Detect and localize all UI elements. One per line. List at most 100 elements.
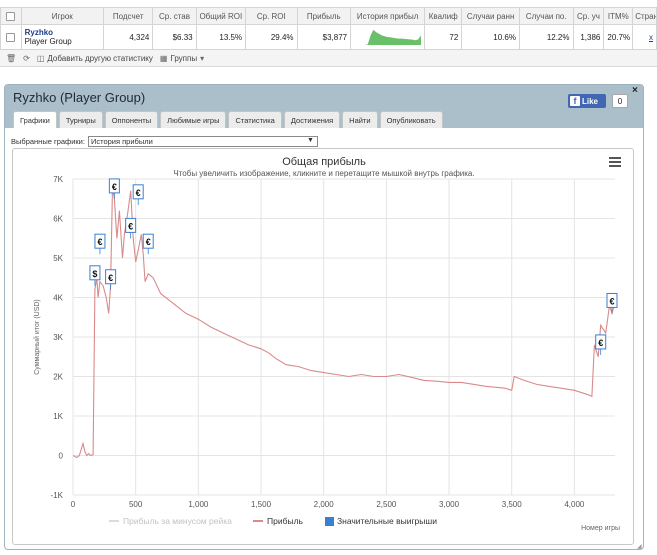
chart-subtitle: Чтобы увеличить изображение, кликните и … xyxy=(173,169,474,178)
avg-stake-cell: $6.33 xyxy=(152,24,197,50)
legend-label: Прибыль xyxy=(267,516,304,526)
big-win-flag-box xyxy=(94,233,106,249)
trash-icon[interactable]: 🗑 xyxy=(6,53,17,63)
column-header[interactable]: Ср. став xyxy=(152,7,197,25)
big-win-flag-label: € xyxy=(112,182,117,192)
facebook-like-label: Like xyxy=(582,96,599,106)
big-win-flag-label: € xyxy=(609,296,614,306)
tab-statistics[interactable]: Статистика xyxy=(228,111,282,128)
column-header[interactable]: Подсчет xyxy=(102,7,154,25)
legend-item[interactable]: Прибыль за минусом рейка xyxy=(109,516,232,526)
graph-select-row: Выбранные графики: История прибыли ▼ xyxy=(11,136,318,147)
groups-label: Группы xyxy=(170,53,198,63)
big-win-flag-box xyxy=(105,269,117,285)
total-roi-cell: 13.5% xyxy=(195,24,247,50)
x-tick-label: 2,500 xyxy=(376,500,397,509)
chart-menu-icon[interactable] xyxy=(609,157,621,167)
tab-achievements[interactable]: Достижения xyxy=(283,111,341,128)
player-panel: Ryzhko (Player Group) f Like 0 × Графики… xyxy=(4,84,644,550)
big-win-flag-label: € xyxy=(97,237,102,247)
y-tick-label: 5K xyxy=(53,254,63,263)
player-cell[interactable]: Ryzhko Player Group xyxy=(20,24,104,50)
column-header[interactable]: Квалиф xyxy=(424,7,463,25)
profit-sparkline[interactable] xyxy=(365,28,422,45)
big-win-flag-label: $ xyxy=(92,269,97,279)
add-stats-button[interactable]: ◫ Добавить другую статистику xyxy=(37,54,153,63)
legend-item[interactable]: Значительные выигрыши xyxy=(325,516,437,526)
x-tick-label: 500 xyxy=(129,500,143,509)
player-name-link[interactable]: Ryzhko xyxy=(24,28,54,37)
column-header[interactable]: Игрок xyxy=(20,7,104,25)
column-header[interactable]: Ср. ROI xyxy=(245,7,298,25)
x-axis-label: Номер игры xyxy=(581,525,620,532)
tab-find[interactable]: Найти xyxy=(342,111,378,128)
big-win-flag-label: € xyxy=(146,237,151,247)
graph-select-label: Выбранные графики: xyxy=(11,137,85,146)
big-win-flag: € xyxy=(595,334,607,355)
tab-publish[interactable]: Опубликовать xyxy=(379,111,443,128)
column-header[interactable]: ITM% xyxy=(603,7,634,25)
big-win-flag-label: € xyxy=(598,338,603,348)
column-header[interactable]: Случаи ранн xyxy=(461,7,520,25)
late-cases-cell: 12.2% xyxy=(518,24,574,50)
close-icon[interactable]: × xyxy=(632,85,638,96)
select-all-checkbox[interactable] xyxy=(6,11,16,21)
qualification-cell: 72 xyxy=(424,24,463,50)
big-win-flag-label: € xyxy=(108,273,113,283)
big-win-flag: € xyxy=(132,184,144,205)
profit-history-cell[interactable] xyxy=(350,24,426,50)
column-header[interactable]: Прибыль xyxy=(296,7,352,25)
x-tick-label: 0 xyxy=(71,500,76,509)
y-tick-label: 7K xyxy=(53,175,63,184)
graph-select-value: История прибыли xyxy=(90,137,153,146)
resize-grip-icon[interactable]: ◢ xyxy=(637,544,642,550)
groups-dropdown[interactable]: ▦ Группы ▾ xyxy=(160,54,204,63)
big-win-flag: € xyxy=(142,233,154,255)
add-stats-label: Добавить другую статистику xyxy=(47,53,153,63)
tab-favorite-games[interactable]: Любимые игры xyxy=(160,111,227,128)
refresh-icon[interactable]: ⟳ xyxy=(23,53,30,63)
tab-tournaments[interactable]: Турниры xyxy=(58,111,103,128)
count-cell: 4,324 xyxy=(102,24,154,50)
profit-chart-svg[interactable]: -1K 0 1K 2K 3K 4K 5K 6K 7K 0 500 1,000 1,500 2,000 2,5… xyxy=(13,149,634,545)
country-link[interactable]: x xyxy=(632,24,657,50)
y-tick-label: 3K xyxy=(53,333,63,342)
row-checkbox[interactable] xyxy=(6,32,16,42)
big-win-flag-box xyxy=(595,334,607,350)
big-win-flag-box xyxy=(606,292,618,308)
table-row: Ryzhko Player Group 4,324 $6.33 13.5% 29… xyxy=(0,24,657,50)
player-group-label: Player Group xyxy=(24,37,72,46)
column-header[interactable]: История прибыл xyxy=(350,7,426,25)
big-win-flag: € xyxy=(606,292,618,314)
legend-swatch xyxy=(325,517,334,526)
column-header[interactable]: Ср. уч xyxy=(572,7,605,25)
groups-icon: ▦ xyxy=(159,53,168,63)
panel-header: Ryzhko (Player Group) f Like 0 × Графики… xyxy=(5,85,643,128)
facebook-icon: f xyxy=(570,96,580,106)
profit-chart[interactable]: -1K 0 1K 2K 3K 4K 5K 6K 7K 0 500 1,000 1,500 2,000 2,5… xyxy=(12,148,634,545)
header-checkbox-cell[interactable] xyxy=(0,7,22,25)
row-checkbox-cell[interactable] xyxy=(0,24,22,50)
graph-select[interactable]: История прибыли ▼ xyxy=(87,136,318,147)
y-tick-label: -1K xyxy=(51,491,64,500)
avg-players-cell: 1,386 xyxy=(572,24,605,50)
big-win-flag: € xyxy=(125,217,137,239)
table-header-row: Игрок Подсчет Ср. став Общий ROI Ср. ROI… xyxy=(0,7,657,25)
y-tick-label: 1K xyxy=(53,412,63,421)
big-win-flag: € xyxy=(105,269,117,290)
x-tick-label: 1,000 xyxy=(188,500,209,509)
legend-item[interactable]: Прибыль xyxy=(253,516,304,526)
tab-opponents[interactable]: Оппоненты xyxy=(104,111,159,128)
y-tick-label: 0 xyxy=(59,452,64,461)
profit-series-line xyxy=(72,186,616,459)
chevron-down-icon: ▾ xyxy=(200,53,205,63)
facebook-like-button[interactable]: f Like xyxy=(568,94,606,108)
column-header[interactable]: Случаи по. xyxy=(518,7,574,25)
tab-graphs[interactable]: Графики xyxy=(13,111,57,128)
big-win-flag-box xyxy=(89,265,101,281)
column-header[interactable]: Общий ROI xyxy=(195,7,247,25)
big-win-flag: € xyxy=(108,178,120,199)
big-win-flag: $ xyxy=(89,265,101,286)
column-header[interactable]: Стран xyxy=(632,7,657,25)
x-tick-label: 4,000 xyxy=(564,500,585,509)
